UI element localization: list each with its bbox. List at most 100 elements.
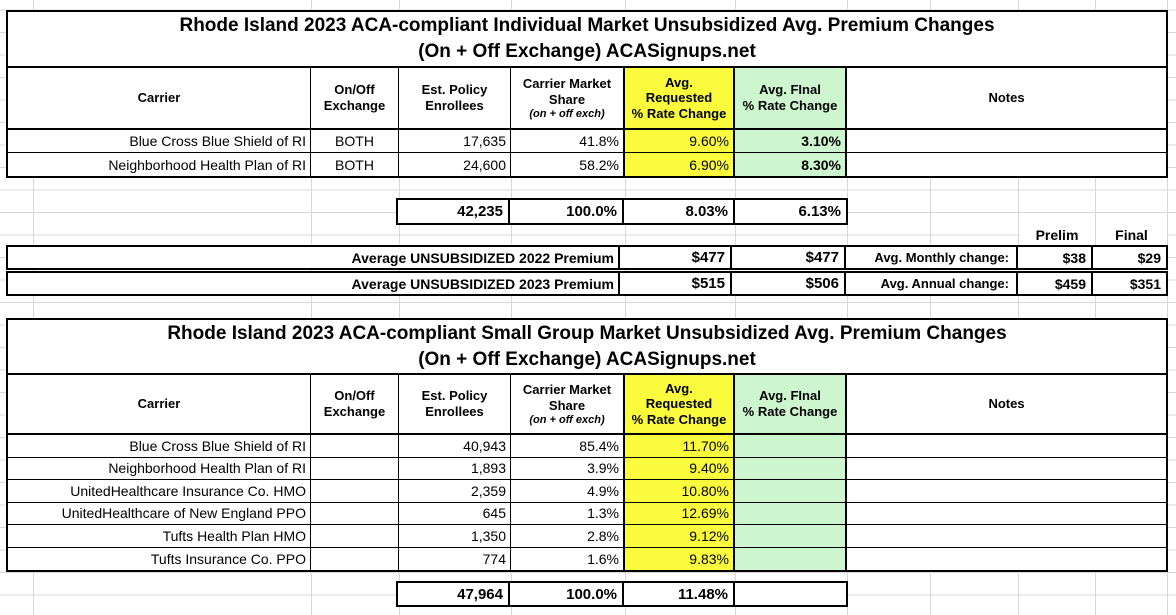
cell-enrollees[interactable]: 24,600 <box>399 153 511 176</box>
cell-carrier[interactable]: Tufts Insurance Co. PPO <box>8 547 311 570</box>
column-header-exchange[interactable]: On/Off Exchange <box>311 375 399 435</box>
column-header-exchange[interactable]: On/Off Exchange <box>311 68 399 130</box>
title-line-1: Rhode Island 2023 ACA-compliant Individu… <box>179 15 995 36</box>
summary-final-change-cell[interactable]: $29 <box>1093 247 1166 268</box>
title-line-2: (On + Off Exchange) ACASignups.net <box>418 348 756 370</box>
column-header-requested-rate[interactable]: Avg. Requested % Rate Change <box>625 375 735 435</box>
cell-requested-rate[interactable]: 9.12% <box>625 525 735 548</box>
summary-change-label-cell[interactable]: Avg. Annual change: <box>846 273 1016 294</box>
cell-enrollees[interactable]: 1,350 <box>399 525 511 548</box>
cell-notes[interactable] <box>847 130 1166 153</box>
title-line-1: Rhode Island 2023 ACA-compliant Small Gr… <box>167 322 1007 344</box>
summary-prelim-change-cell[interactable]: $459 <box>1018 273 1091 294</box>
cell-market-share[interactable]: 58.2% <box>511 153 625 176</box>
column-header-market-share[interactable]: Carrier Market Share (on + off exch) <box>511 375 625 435</box>
cell-market-share[interactable]: 4.9% <box>511 480 625 503</box>
summary-requested-premium-cell[interactable]: $515 <box>620 273 730 294</box>
column-header-carrier[interactable]: Carrier <box>8 375 311 435</box>
summary-label-cell[interactable]: Average UNSUBSIDIZED 2022 Premium <box>8 247 618 268</box>
final-column-label[interactable]: Final <box>1096 225 1167 244</box>
cell-enrollees[interactable]: 645 <box>399 502 511 525</box>
cell-market-share[interactable]: 1.6% <box>511 547 625 570</box>
prelim-column-label[interactable]: Prelim <box>1019 225 1095 244</box>
cell-exchange[interactable] <box>311 502 399 525</box>
cell-exchange[interactable] <box>311 525 399 548</box>
total-final-rate-cell[interactable]: 6.13% <box>735 200 846 223</box>
cell-carrier[interactable]: UnitedHealthcare Insurance Co. HMO <box>8 480 311 503</box>
total-enrollees-cell[interactable]: 47,964 <box>398 583 508 605</box>
cell-notes[interactable] <box>847 503 1166 525</box>
cell-requested-rate[interactable]: 10.80% <box>625 480 735 503</box>
cell-enrollees[interactable]: 1,893 <box>399 457 511 480</box>
cell-requested-rate[interactable]: 12.69% <box>625 502 735 525</box>
column-header-notes[interactable]: Notes <box>847 68 1166 130</box>
column-header-requested-rate[interactable]: Avg. Requested % Rate Change <box>625 68 735 130</box>
small-group-market-table: Rhode Island 2023 ACA-compliant Small Gr… <box>6 318 1168 572</box>
cell-notes[interactable] <box>847 548 1166 571</box>
total-final-rate-cell[interactable] <box>735 583 846 605</box>
cell-final-rate[interactable] <box>735 502 847 525</box>
column-header-enrollees[interactable]: Est. Policy Enrollees <box>399 68 511 130</box>
total-market-share-cell[interactable]: 100.0% <box>510 583 622 605</box>
cell-requested-rate[interactable]: 9.83% <box>625 547 735 570</box>
cell-exchange[interactable] <box>311 480 399 503</box>
summary-label-cell[interactable]: Average UNSUBSIDIZED 2023 Premium <box>8 273 618 294</box>
cell-market-share[interactable]: 41.8% <box>511 130 625 153</box>
cell-requested-rate[interactable]: 11.70% <box>625 435 735 458</box>
summary-final-premium-cell[interactable]: $477 <box>732 247 844 268</box>
cell-final-rate[interactable]: 8.30% <box>735 153 847 176</box>
total-enrollees-cell[interactable]: 42,235 <box>398 200 508 223</box>
cell-notes[interactable] <box>847 153 1166 176</box>
cell-market-share[interactable]: 85.4% <box>511 435 625 458</box>
cell-final-rate[interactable] <box>735 547 847 570</box>
cell-exchange[interactable] <box>311 457 399 480</box>
cell-carrier[interactable]: UnitedHealthcare of New England PPO <box>8 502 311 525</box>
cell-market-share[interactable]: 3.9% <box>511 457 625 480</box>
total-requested-rate-cell[interactable]: 11.48% <box>624 583 733 605</box>
cell-carrier[interactable]: Neighborhood Health Plan of RI <box>8 457 311 480</box>
cell-carrier[interactable]: Tufts Health Plan HMO <box>8 525 311 548</box>
cell-enrollees[interactable]: 2,359 <box>399 480 511 503</box>
column-header-market-share[interactable]: Carrier Market Share (on + off exch) <box>511 68 625 130</box>
cell-enrollees[interactable]: 40,943 <box>399 435 511 458</box>
cell-exchange[interactable] <box>311 547 399 570</box>
cell-notes[interactable] <box>847 435 1166 458</box>
cell-exchange[interactable] <box>311 435 399 458</box>
column-header-notes[interactable]: Notes <box>847 375 1166 435</box>
cell-requested-rate[interactable]: 9.60% <box>625 130 735 153</box>
small-group-table-title[interactable]: Rhode Island 2023 ACA-compliant Small Gr… <box>8 320 1166 375</box>
cell-carrier[interactable]: Neighborhood Health Plan of RI <box>8 153 311 176</box>
summary-requested-premium-cell[interactable]: $477 <box>620 247 730 268</box>
cell-final-rate[interactable] <box>735 525 847 548</box>
cell-enrollees[interactable]: 774 <box>399 547 511 570</box>
summary-final-premium-cell[interactable]: $506 <box>732 273 844 294</box>
cell-final-rate[interactable] <box>735 480 847 503</box>
cell-market-share[interactable]: 1.3% <box>511 502 625 525</box>
cell-final-rate[interactable]: 3.10% <box>735 130 847 153</box>
cell-requested-rate[interactable]: 6.90% <box>625 153 735 176</box>
individual-table-title[interactable]: Rhode Island 2023 ACA-compliant Individu… <box>8 12 1166 68</box>
cell-notes[interactable] <box>847 480 1166 503</box>
cell-enrollees[interactable]: 17,635 <box>399 130 511 153</box>
total-market-share-cell[interactable]: 100.0% <box>510 200 622 223</box>
column-header-final-rate[interactable]: Avg. FInal % Rate Change <box>735 68 847 130</box>
cell-exchange[interactable]: BOTH <box>311 153 399 176</box>
cell-carrier[interactable]: Blue Cross Blue Shield of RI <box>8 130 311 153</box>
cell-carrier[interactable]: Blue Cross Blue Shield of RI <box>8 435 311 458</box>
column-header-final-rate[interactable]: Avg. FInal % Rate Change <box>735 375 847 435</box>
column-header-carrier[interactable]: Carrier <box>8 68 311 130</box>
cell-market-share[interactable]: 2.8% <box>511 525 625 548</box>
cell-final-rate[interactable] <box>735 435 847 458</box>
total-requested-rate-cell[interactable]: 8.03% <box>624 200 733 223</box>
summary-row-2023: Average UNSUBSIDIZED 2023 Premium $515 $… <box>6 271 1168 296</box>
summary-prelim-change-cell[interactable]: $38 <box>1018 247 1091 268</box>
cell-exchange[interactable]: BOTH <box>311 130 399 153</box>
cell-notes[interactable] <box>847 458 1166 480</box>
cell-notes[interactable] <box>847 525 1166 548</box>
market-share-note: (on + off exch) <box>529 107 605 120</box>
column-header-enrollees[interactable]: Est. Policy Enrollees <box>399 375 511 435</box>
summary-final-change-cell[interactable]: $351 <box>1093 273 1166 294</box>
summary-change-label-cell[interactable]: Avg. Monthly change: <box>846 247 1016 268</box>
cell-final-rate[interactable] <box>735 457 847 480</box>
cell-requested-rate[interactable]: 9.40% <box>625 457 735 480</box>
